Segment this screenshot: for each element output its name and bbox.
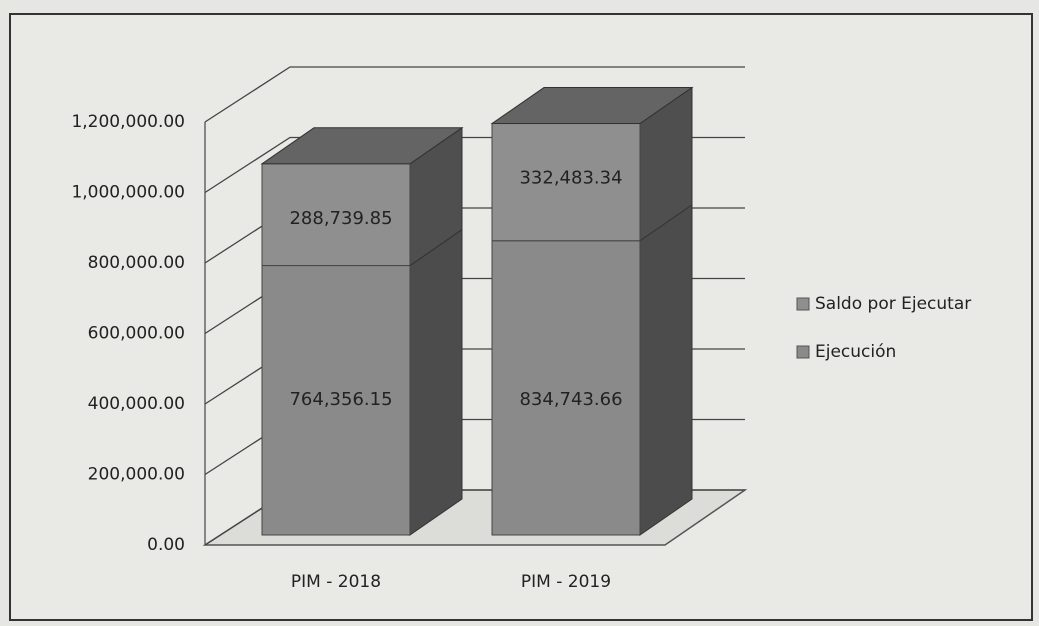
value-label: 834,743.66 [519, 389, 622, 410]
legend-label: Saldo por Ejecutar [815, 294, 971, 314]
y-tick-label: 600,000.00 [88, 324, 185, 344]
bar [261, 163, 411, 267]
y-tick-label: 800,000.00 [88, 253, 185, 273]
bar [491, 240, 641, 536]
value-label: 764,356.15 [289, 389, 392, 410]
bar-side [409, 228, 463, 536]
y-tick-label: 200,000.00 [88, 465, 185, 485]
y-tick-label: 0.00 [147, 535, 185, 555]
bar-top [490, 87, 694, 125]
legend-swatch [796, 345, 810, 359]
bar [261, 265, 411, 536]
grid-line [204, 66, 745, 123]
legend-swatch [796, 297, 810, 311]
value-label: 332,483.34 [519, 168, 622, 189]
legend-label: Ejecución [815, 342, 896, 362]
bar [491, 123, 641, 242]
bar-top [260, 127, 464, 165]
y-tick-label: 1,000,000.00 [71, 183, 185, 203]
y-tick-label: 1,200,000.00 [71, 112, 185, 132]
value-label: 288,739.85 [289, 208, 392, 229]
x-tick-label: PIM - 2019 [521, 572, 611, 592]
x-tick-label: PIM - 2018 [291, 572, 381, 592]
y-tick-label: 400,000.00 [88, 394, 185, 414]
bar-side [639, 203, 693, 536]
